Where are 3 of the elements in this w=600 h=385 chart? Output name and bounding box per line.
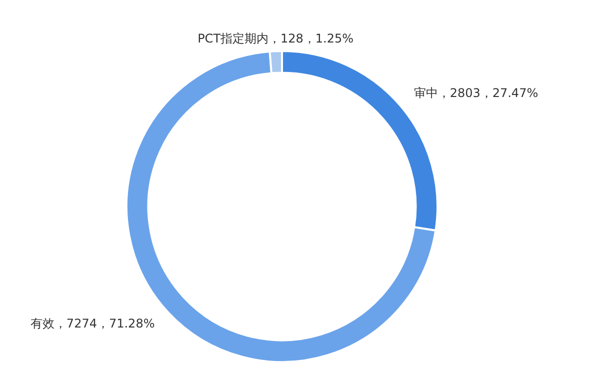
slice-label: 有效，7274，71.28% [30,316,155,331]
slice-label: PCT指定期内，128，1.25% [198,31,354,46]
slice-label: 审中，2803，27.47% [414,86,538,100]
